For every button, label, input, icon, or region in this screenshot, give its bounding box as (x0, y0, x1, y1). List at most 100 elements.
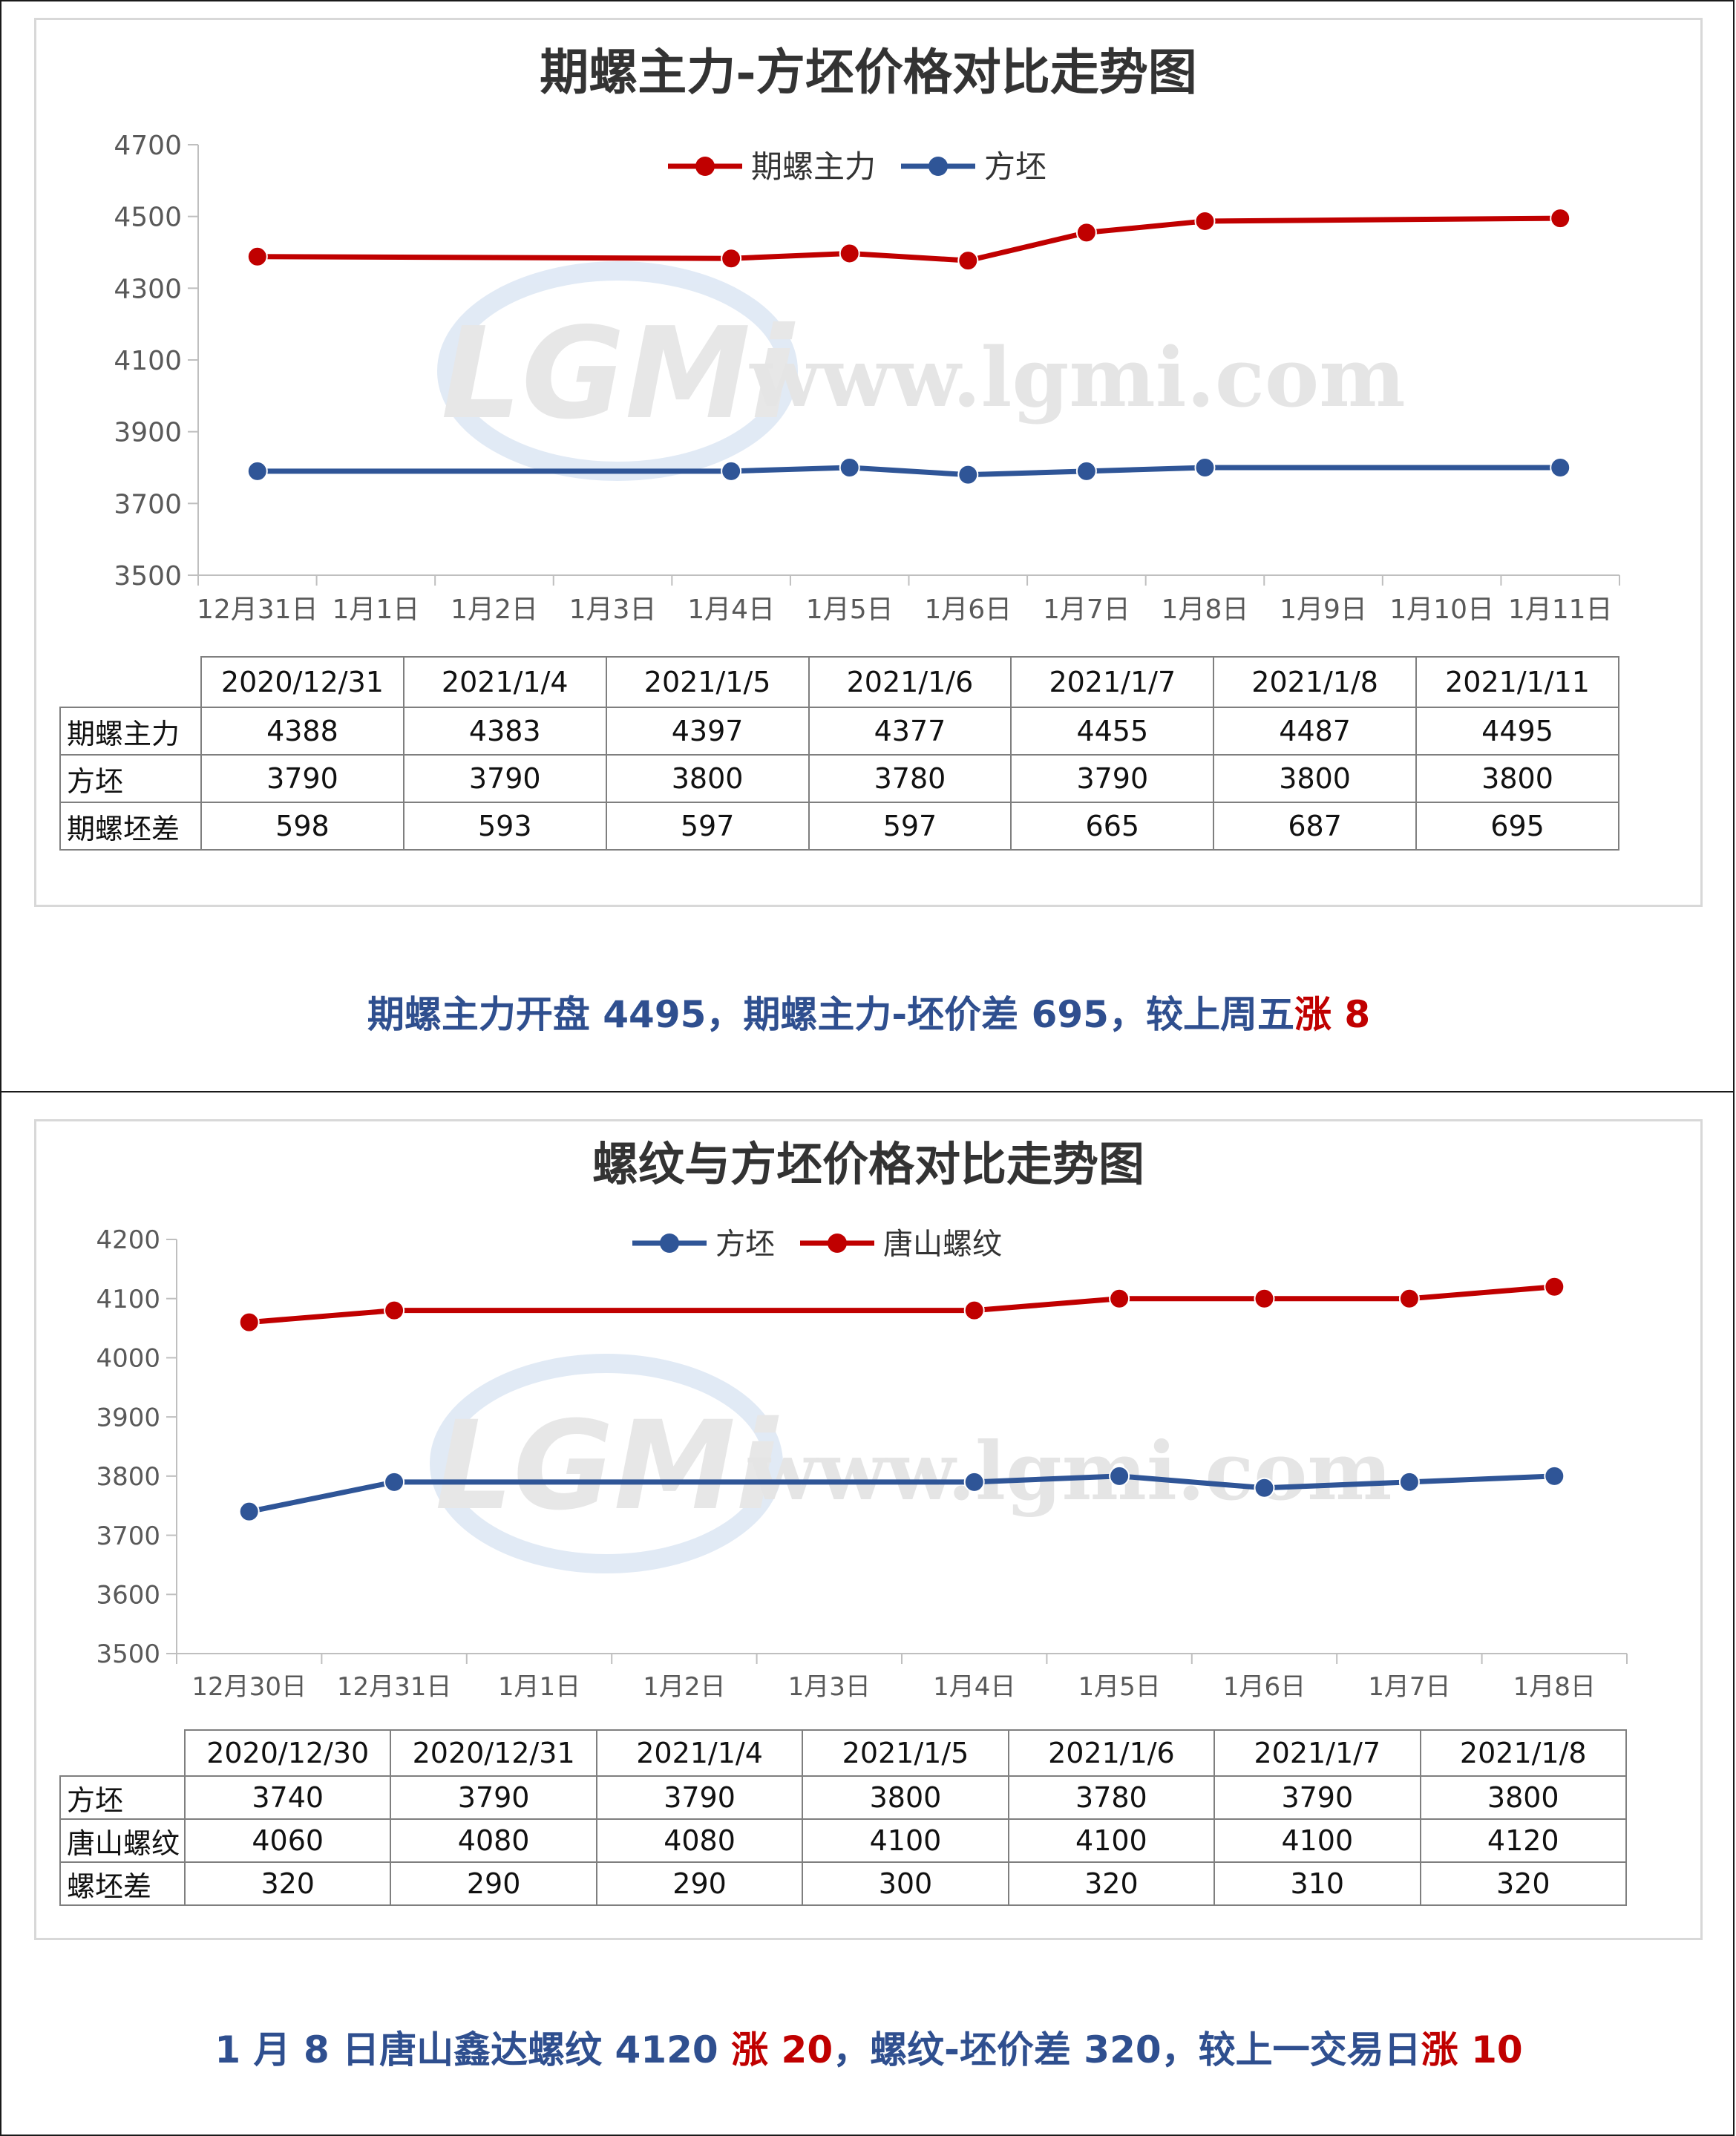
data-point (839, 243, 860, 264)
data-point (1194, 210, 1216, 232)
table-cell: 3790 (402, 754, 607, 803)
table-header: 2020/12/31 (200, 656, 404, 708)
data-point (1550, 457, 1571, 478)
table-cell: 4080 (595, 1818, 804, 1863)
legend-label: 方坯 (715, 1227, 775, 1261)
table-cell: 3790 (1010, 754, 1215, 803)
line-chart-futures-billet: 期螺主力-方坯价格对比走势图 LGMi www.lgmi.com 3500 370… (114, 43, 1620, 625)
table-cell: 4383 (402, 707, 607, 756)
table-row: 螺坯差 320 290 290 300 320 310 320 (59, 1861, 1628, 1906)
table-cell: 3790 (390, 1775, 597, 1820)
table-cell: 3800 (802, 1775, 1009, 1820)
data-point (1550, 208, 1571, 229)
table-cell: 4377 (808, 707, 1012, 756)
watermark-logo-ring (430, 1354, 783, 1573)
table-cell: 4495 (1415, 707, 1619, 756)
y-tick-label: 3500 (114, 561, 182, 592)
table-cell: 4100 (1007, 1818, 1216, 1863)
data-point (1194, 457, 1216, 478)
x-tick-label: 12月31日 (337, 1672, 452, 1702)
x-tick-label: 1月4日 (933, 1672, 1015, 1702)
watermark-url: www.lgmi.com (747, 1425, 1392, 1519)
x-tick-label: 1月6日 (924, 594, 1012, 625)
caption-text: 期螺主力开盘 4495，期螺主力-坯价差 695，较上周五 (367, 993, 1294, 1036)
table-cell: 4397 (605, 707, 810, 756)
table-row: 期螺坯差 598 593 597 597 665 687 695 (59, 802, 1619, 851)
data-point (721, 460, 742, 482)
x-tick-label: 1月6日 (1223, 1672, 1306, 1702)
data-point (1398, 1471, 1420, 1493)
table-cell: 4080 (390, 1818, 597, 1863)
chart-panel-rebar-billet: 螺纹与方坯价格对比走势图 LGMi www.lgmi.com 3500 3600 3… (0, 1091, 1735, 2136)
x-tick-label: 1月1日 (498, 1672, 580, 1702)
data-point (1254, 1288, 1275, 1309)
row-label: 期螺主力 (59, 707, 202, 756)
x-tick-label: 1月4日 (687, 594, 775, 625)
chart-title: 期螺主力-方坯价格对比走势图 (540, 43, 1196, 101)
legend: 方坯 唐山螺纹 (632, 1227, 1002, 1261)
table-cell: 3780 (1007, 1775, 1216, 1820)
table-corner (60, 1730, 186, 1777)
x-tick-label: 1月2日 (451, 594, 538, 625)
table-cell: 290 (595, 1861, 804, 1906)
row-label: 方坯 (59, 1775, 186, 1820)
data-point (1075, 460, 1097, 482)
table-cell: 4060 (183, 1818, 392, 1863)
x-tick-label: 12月31日 (197, 594, 318, 625)
y-tick-label: 4300 (114, 274, 182, 304)
data-point (384, 1300, 405, 1321)
table-cell: 4100 (1213, 1818, 1421, 1863)
table-cell: 3800 (1415, 754, 1619, 803)
table-cell: 598 (200, 802, 404, 851)
x-tick-label: 1月8日 (1513, 1672, 1596, 1702)
table-cell: 3790 (595, 1775, 804, 1820)
table-cell: 687 (1213, 802, 1418, 851)
x-tick-label: 1月11日 (1508, 594, 1613, 625)
row-label: 期螺坯差 (59, 802, 202, 851)
table-header: 2020/12/30 (183, 1729, 392, 1777)
table-cell: 310 (1213, 1861, 1421, 1906)
series-line (249, 1284, 1555, 1326)
data-table: 2020/12/30 2020/12/31 2021/1/4 2021/1/5 … (59, 1729, 1628, 1906)
caption-text: 1 月 8 日唐山鑫达螺纹 4120 (214, 2028, 732, 2071)
x-tick-label: 1月3日 (788, 1672, 871, 1702)
chart-panel-futures-billet: 期螺主力-方坯价格对比走势图 LGMi www.lgmi.com 3500 370… (0, 0, 1735, 1092)
table-header: 2021/1/5 (605, 656, 810, 708)
data-table: 2020/12/31 2021/1/4 2021/1/5 2021/1/6 20… (59, 656, 1619, 851)
legend-label: 期螺主力 (751, 148, 876, 185)
watermark-url: www.lgmi.com (749, 330, 1405, 425)
summary-caption: 1 月 8 日唐山鑫达螺纹 4120 涨 20，螺纹-坯价差 320，较上一交易… (1, 2020, 1736, 2074)
table-cell: 320 (1419, 1861, 1628, 1906)
data-point (963, 1471, 985, 1493)
plot-area: 3500 3600 3700 3800 3900 4000 4100 4200 12月30日 12… (96, 1225, 1628, 1702)
table-cell: 597 (808, 802, 1012, 851)
y-tick-label: 3700 (114, 489, 182, 520)
table-cell: 3740 (183, 1775, 392, 1820)
data-point (1254, 1477, 1275, 1498)
legend: 期螺主力 方坯 (668, 148, 1046, 185)
y-tick-label: 3600 (96, 1581, 160, 1611)
table-cell: 593 (402, 802, 607, 851)
data-point (384, 1471, 405, 1493)
x-tick-label: 1月5日 (806, 594, 894, 625)
x-tick-label: 1月7日 (1043, 594, 1130, 625)
row-label: 方坯 (59, 754, 202, 803)
legend-marker (828, 1234, 847, 1253)
y-tick-label: 4500 (114, 203, 182, 233)
table-cell: 3790 (200, 754, 404, 803)
legend-marker (660, 1234, 679, 1253)
data-point (957, 464, 979, 485)
row-label: 唐山螺纹 (59, 1818, 186, 1863)
table-header: 2021/1/8 (1419, 1729, 1628, 1777)
table-header: 2021/1/6 (1007, 1729, 1216, 1777)
table-header: 2021/1/5 (802, 1729, 1009, 1777)
x-tick-label: 12月30日 (191, 1672, 307, 1702)
chart-title: 螺纹与方坯价格对比走势图 (592, 1137, 1144, 1191)
data-point (1075, 222, 1097, 243)
data-point (246, 246, 268, 267)
table-cell: 4120 (1419, 1818, 1628, 1863)
table-cell: 4455 (1010, 707, 1215, 756)
table-cell: 320 (183, 1861, 392, 1906)
y-tick-label: 4100 (114, 346, 182, 376)
x-tick-label: 1月9日 (1280, 594, 1367, 625)
